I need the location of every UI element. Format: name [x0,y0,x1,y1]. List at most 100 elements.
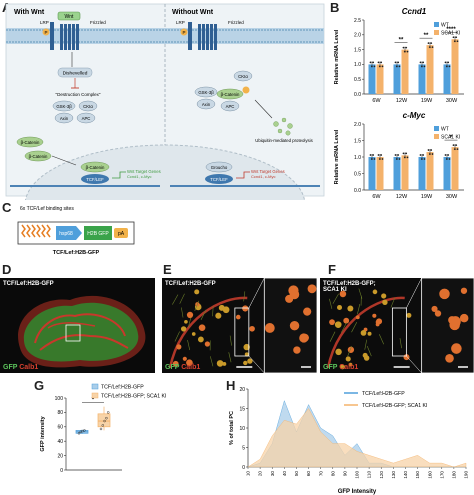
x-tick-label: 120 [379,471,384,479]
bar [418,64,426,94]
cell-marker [329,319,335,326]
cell-marker [355,315,360,320]
tcf-label-left: TCF/LEF [86,177,104,182]
panel-e-calb: Calb1 [181,364,201,371]
panel-letter-e: E [163,262,172,277]
y-tick-label: 40 [57,439,63,445]
dishevelled-node [57,67,93,78]
y-tick-label: 2.5 [354,18,361,24]
y-axis-label: GFP intensity [40,415,46,451]
bar [368,64,376,94]
wnt-pathway-diagram: With Wnt Without Wnt Wnt Frizzled LRP P … [5,3,325,200]
gfp-box-plot: 0 20 40 60 80 100 GFP intensity * TCF/Lef:H2B-GF… [40,383,166,474]
bcatenin-nucleus [80,161,110,173]
cell-marker [191,332,196,336]
y-tick-label: 0.0 [354,188,361,194]
proteolysis-fragments [273,117,293,136]
bcatenin-cytoplasm [16,136,52,162]
cell-membrane [6,28,324,44]
chart-title: c-Myc [403,111,426,120]
bcatenin-label-cyto1: β-Catenin [21,140,40,145]
data-point [380,154,383,156]
dendrite [210,356,214,367]
panel-letter-g: G [34,378,45,393]
cell-marker [372,313,377,318]
data-point [395,65,398,68]
destruction-complex-label: "Destruction Complex" [56,92,101,97]
lrp-label-right: LRP [176,20,185,25]
p-label-left: P [44,30,47,35]
data-point [370,158,373,160]
panel-e-legend: GFP Calb1 [165,364,200,371]
dendrite [194,300,199,311]
bar [426,152,434,190]
inset-cell [459,313,469,323]
axin-label-left: Axin [60,116,69,121]
y-tick-label: 80 [57,410,63,416]
data-point [377,154,380,156]
lrp-label-left: LRP [40,20,49,25]
binding-sites-label: 6x TCF/Lef binding sites [20,206,74,212]
y-tick-label: 1.5 [354,47,361,53]
data-point [402,152,405,155]
apc-label-right: APC [226,104,235,109]
cell-marker [382,299,388,306]
x-tick-label: 160 [427,471,432,479]
data-point [378,158,381,160]
axin-label-right: Axin [202,102,211,107]
ubiquitin-label: Ubiquitin-mediated proteolysis [255,138,313,143]
data-point [447,154,450,156]
p-label-right: P [182,30,185,35]
data-point [455,144,458,146]
bar [376,64,384,94]
data-point [406,156,409,159]
panel-letter-f: F [328,262,336,277]
cell-marker [375,322,380,327]
cell-marker [406,312,412,318]
significance-marker: ** [399,38,404,44]
data-point [427,42,430,45]
cell-marker [345,356,351,362]
panel-letter-h: H [226,378,236,393]
cell-marker [204,341,210,347]
data-point [106,411,110,414]
data-point [405,46,408,49]
inset-cell [264,323,275,333]
wnt-target-left: Wnt Target Genes [127,169,161,174]
dendrite [187,339,191,351]
panel-letter-c: C [2,200,12,215]
inset-cell [439,288,450,300]
data-point [83,429,86,432]
data-point [372,61,375,64]
data-point [430,42,433,45]
x-tick-label: 19W [421,194,433,200]
data-point [423,65,426,68]
data-point [420,65,423,68]
legend-swatch [434,30,439,35]
data-point [405,152,408,155]
x-tick-label: 10 [246,471,251,477]
dendrite [174,331,180,342]
significance-marker: * [92,397,95,404]
x-tick-label: 140 [403,471,408,479]
cell-marker [343,317,350,324]
x-tick-label: 170 [439,471,444,479]
ck1-label-left: CKIα [83,104,93,109]
dendrite [340,322,347,333]
x-tick-label: 100 [355,471,360,479]
x-tick-label: 30 [270,471,275,477]
data-point [77,432,81,435]
cell-marker [186,311,194,319]
cell-marker [339,364,345,370]
cell-marker [222,362,227,366]
data-point [430,149,433,151]
data-point [103,419,106,423]
dendrite [358,288,363,299]
data-point [370,65,373,68]
purkinje-layer [168,296,248,369]
data-point [447,61,450,64]
x-tick-label: 40 [282,471,287,477]
legend-label: WT [441,127,449,133]
construct-diagram: 6x TCF/Lef binding sites hsp68 H2B GFP p… [17,206,135,256]
data-point [403,156,406,159]
